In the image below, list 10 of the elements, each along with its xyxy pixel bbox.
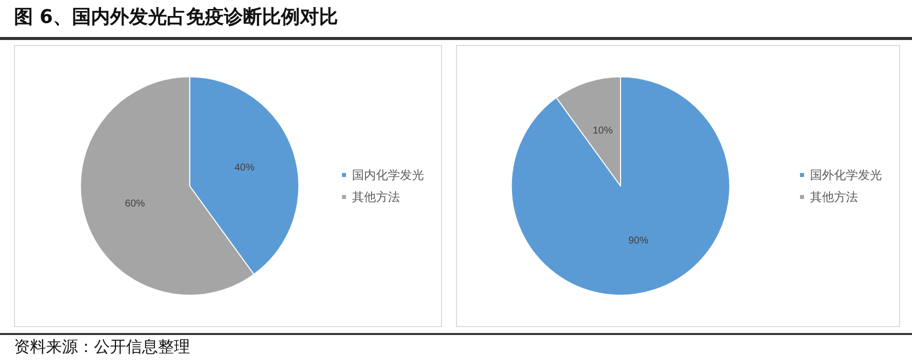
data-label: 90% xyxy=(628,235,648,246)
data-label: 60% xyxy=(124,198,145,210)
legend-label: 国内化学发光 xyxy=(352,168,424,182)
data-label: 10% xyxy=(592,126,613,137)
chart-title: 图 6、国内外发光占免疫诊断比例对比 xyxy=(14,5,338,30)
data-label: 40% xyxy=(234,162,255,174)
legend-label: 其他方法 xyxy=(352,190,400,204)
legend-label: 其他方法 xyxy=(810,190,858,204)
text: 资料来源：公开信息整理 xyxy=(14,337,190,358)
legend-label: 国外化学发光 xyxy=(810,168,882,182)
